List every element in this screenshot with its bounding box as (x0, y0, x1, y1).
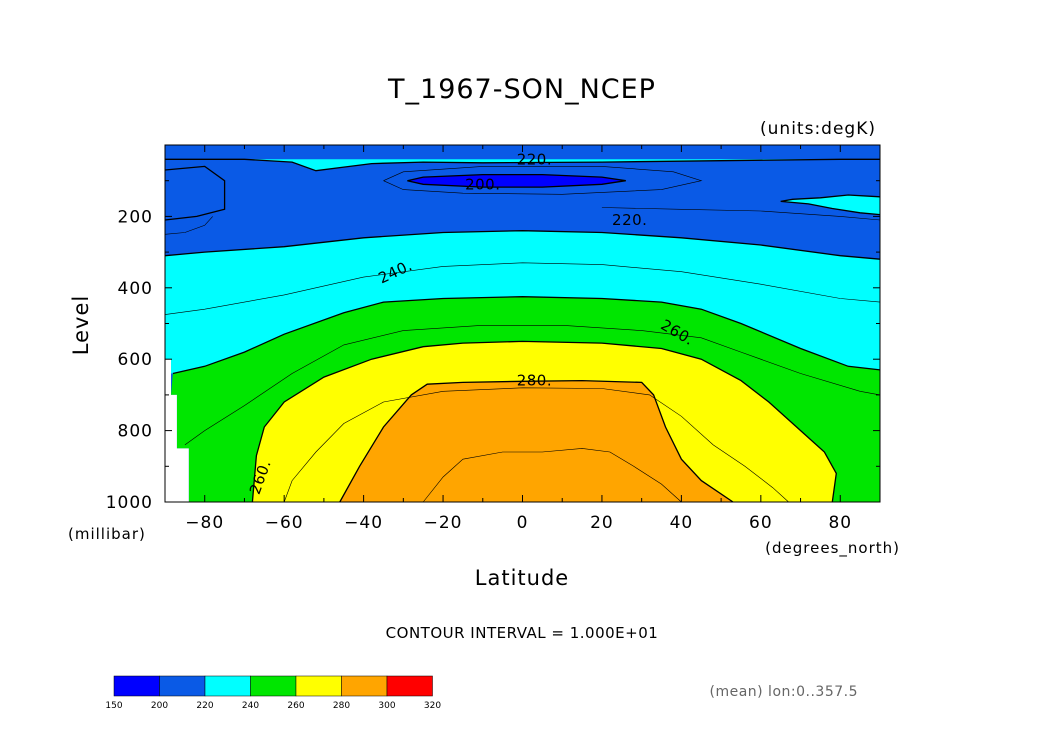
missing-data-region (165, 359, 189, 502)
contour-label-2: 220. (612, 211, 647, 229)
thick-contour-220-5 (165, 158, 880, 172)
x-tick-label--80: −80 (185, 513, 224, 533)
contour-band-280-4 (339, 380, 733, 502)
contour-band-220-1 (165, 230, 880, 374)
units-label: (units:degK) (760, 119, 876, 139)
colorbar-swatch-0 (113, 675, 160, 697)
thick-contour-200-4 (407, 173, 626, 188)
colorbar-label-280: 280 (333, 701, 350, 711)
contour-band-260-3 (252, 341, 837, 502)
x-tick-label-60: 60 (749, 513, 773, 533)
contour-fill-layer (165, 145, 880, 502)
y-tick-label-400: 400 (118, 279, 153, 299)
contour-band-200-5 (407, 174, 626, 188)
colorbar-label-300: 300 (378, 701, 395, 711)
thick-contour-240-1 (172, 296, 881, 375)
contour-lines-layer (164, 158, 881, 503)
y-tick-label-600: 600 (118, 350, 153, 370)
x-axis-label: Latitude (475, 566, 569, 590)
y-tick-label-1000: 1000 (106, 493, 153, 513)
thick-contour-220-0 (164, 230, 881, 260)
colorbar-swatch-6 (386, 675, 433, 697)
colorbar-swatch-3 (250, 675, 297, 697)
thick-contour-220-6 (780, 194, 881, 216)
y-axis-label: Level (69, 295, 93, 355)
y-axis-units: (millibar) (68, 525, 146, 543)
cyan-patch-1 (780, 195, 880, 215)
thin-contour-270-5 (283, 387, 789, 503)
y-tick-label-800: 800 (118, 422, 153, 442)
thin-contour-230-3 (164, 262, 881, 315)
colorbar-label-200: 200 (151, 701, 168, 711)
chart-title: T_1967-SON_NCEP (387, 74, 656, 105)
x-tick-label--60: −60 (265, 513, 304, 533)
x-tick-label-40: 40 (670, 513, 694, 533)
contour-band-200-0 (165, 159, 880, 260)
y-tick-label-200: 200 (118, 207, 153, 227)
colorbar-label-150: 150 (105, 701, 122, 711)
contour-interval-text: CONTOUR INTERVAL = 1.000E+01 (386, 624, 659, 642)
colorbar-swatch-1 (159, 675, 206, 697)
thick-contour-280-3 (339, 379, 734, 503)
mean-longitude-note: (mean) lon:0..357.5 (709, 684, 858, 700)
x-tick-label--40: −40 (344, 513, 383, 533)
axis-ticks-layer: −80 −60 −40 −20 0 20 40 60 80 200 400 600 800 1000 (106, 145, 881, 533)
cyan-patch-0 (165, 159, 880, 171)
colorbar-label-240: 240 (242, 701, 259, 711)
contour-label-0: 220. (517, 150, 552, 168)
contour-label-5: 280. (517, 372, 552, 390)
colorbar-label-260: 260 (287, 701, 304, 711)
colorbar-swatch-2 (204, 675, 251, 697)
x-tick-label--20: −20 (424, 513, 463, 533)
thin-contour-210-2 (601, 207, 881, 221)
x-axis-units: (degrees_north) (765, 539, 900, 558)
contour-band-240-2 (171, 296, 880, 502)
thin-contour-250-4 (184, 324, 881, 446)
contour-label-1: 200. (465, 175, 500, 193)
thin-contour-210-0 (383, 166, 703, 195)
thin-contour-290-6 (422, 448, 682, 503)
colorbar-label-320: 320 (424, 701, 441, 711)
x-tick-label-0: 0 (517, 513, 529, 533)
thick-contour-200-7 (164, 165, 226, 221)
x-tick-label-80: 80 (828, 513, 852, 533)
thick-contour-260-2 (251, 340, 837, 503)
colorbar-swatch-5 (341, 675, 388, 697)
colorbar-swatch-4 (295, 675, 342, 697)
colorbar: 150 200 220 240 260 280 300 320 (105, 675, 441, 711)
thin-contour-210-1 (164, 216, 213, 235)
colorbar-label-220: 220 (196, 701, 213, 711)
x-tick-label-20: 20 (590, 513, 614, 533)
